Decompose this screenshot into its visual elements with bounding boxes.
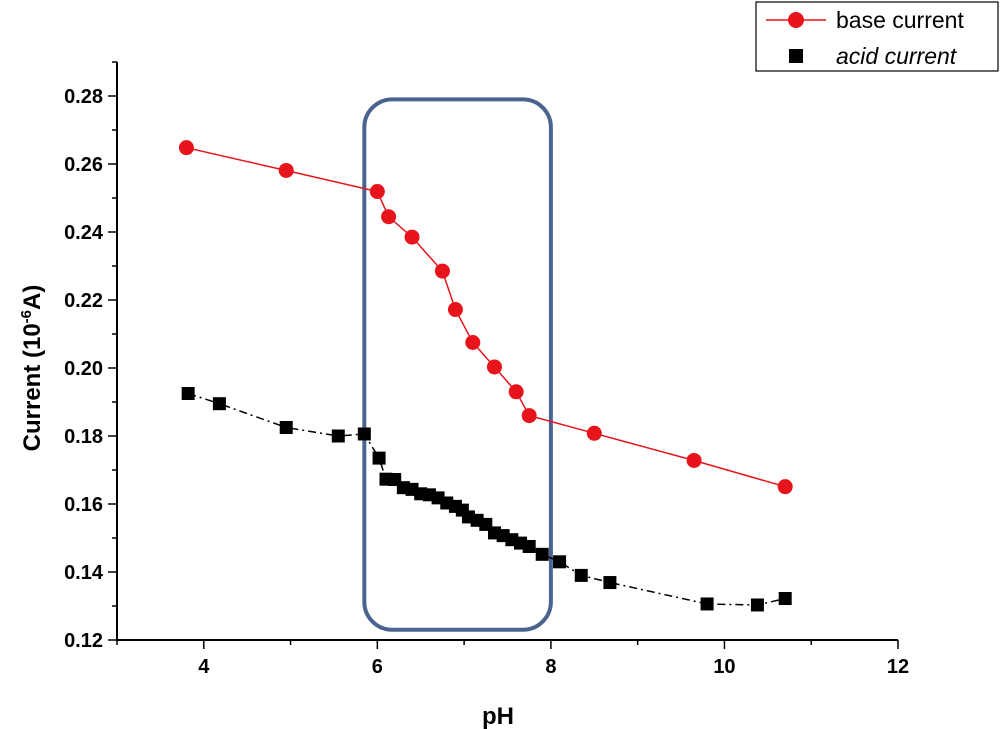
y-axis-title-unit: A) (19, 285, 46, 310)
y-axis-title-exponent: -6 (18, 310, 35, 323)
y-tick-label: 0.28 (64, 86, 103, 108)
legend-base-marker (788, 12, 804, 28)
data-point (521, 408, 537, 424)
series-acid-current (181, 387, 792, 612)
y-tick-label: 0.22 (64, 290, 103, 312)
data-point (686, 452, 702, 468)
x-tick-label: 12 (887, 656, 909, 678)
series-line (186, 146, 786, 488)
data-point (586, 425, 602, 441)
data-point (508, 384, 524, 400)
data-point (777, 479, 793, 495)
data-point (574, 568, 588, 582)
data-point (447, 302, 463, 318)
data-point (778, 592, 792, 606)
data-point (522, 540, 536, 553)
data-point (372, 451, 386, 465)
data-point (278, 162, 294, 178)
data-point (404, 229, 420, 245)
data-point (700, 597, 714, 611)
data-point (181, 387, 195, 400)
x-tick-label: 6 (372, 656, 383, 678)
x-axis-title: pH (482, 703, 514, 729)
y-tick-label: 0.12 (64, 630, 103, 652)
data-point (465, 335, 481, 350)
data-point (331, 429, 345, 443)
data-point (279, 421, 293, 434)
data-point (178, 140, 194, 156)
x-tick-label: 10 (713, 656, 735, 678)
y-tick-label: 0.26 (64, 154, 103, 176)
data-point (381, 209, 397, 225)
y-axis-title: Current (10-6A) (18, 285, 46, 452)
axes: 4 6 8 10 12 0.12 0.14 0.16 0.18 0.20 0.22 0.24 0.26 0… (64, 61, 909, 678)
series-base-current (178, 140, 793, 495)
data-point (369, 184, 385, 200)
data-point (750, 598, 764, 612)
y-tick-label: 0.18 (64, 426, 103, 448)
data-point (357, 427, 371, 441)
legend-acid-label: acid current (836, 43, 958, 69)
data-point (553, 555, 567, 569)
legend-acid-marker (789, 49, 803, 63)
y-tick-label: 0.14 (64, 562, 104, 584)
data-point (535, 547, 549, 561)
highlight-region (362, 97, 553, 632)
x-tick-label: 4 (198, 656, 210, 678)
legend: base current acid current (755, 1, 999, 72)
data-point (603, 576, 617, 590)
y-tick-label: 0.16 (64, 494, 103, 516)
series-line (187, 392, 786, 606)
y-axis-title-main: Current (10 (19, 323, 46, 451)
y-tick-label: 0.24 (64, 222, 104, 244)
data-point (434, 263, 450, 279)
data-point (212, 397, 226, 411)
x-tick-label: 8 (545, 656, 556, 678)
legend-base-label: base current (836, 7, 964, 33)
axis-titles: pH Current (10-6A) (18, 285, 514, 729)
y-tick-label: 0.20 (64, 358, 103, 380)
highlight-box (362, 97, 553, 632)
data-point (486, 359, 502, 375)
plot-area (178, 140, 793, 612)
